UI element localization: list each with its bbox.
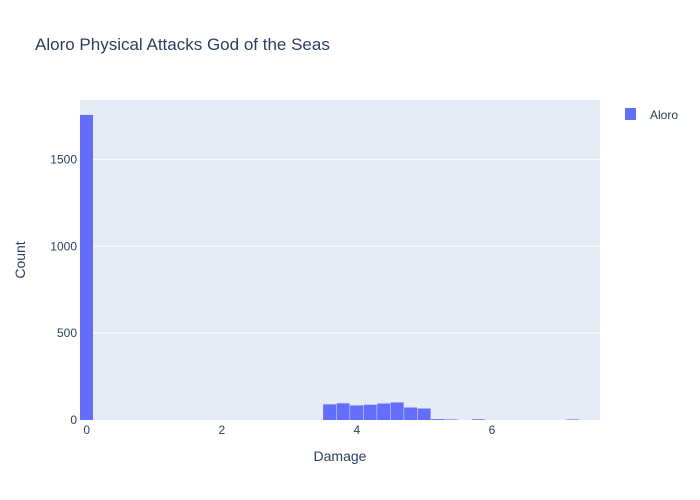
grid-lines: [80, 158, 600, 334]
chart-title: Aloro Physical Attacks God of the Seas: [35, 35, 330, 54]
histogram-bar[interactable]: [417, 408, 431, 420]
y-tick-label: 500: [57, 326, 77, 340]
y-tick-labels: 0 500 1000 1500: [50, 152, 77, 427]
histogram-bar[interactable]: [390, 402, 404, 420]
histogram-bar[interactable]: [471, 419, 485, 420]
plot-background: [80, 100, 600, 420]
legend[interactable]: Aloro: [625, 108, 678, 122]
x-tick-label: 0: [83, 423, 90, 437]
histogram-bar[interactable]: [444, 419, 458, 420]
histogram-bar[interactable]: [377, 403, 391, 420]
legend-label-aloro: Aloro: [650, 108, 678, 122]
legend-swatch-aloro: [625, 108, 636, 120]
histogram-bar[interactable]: [431, 419, 445, 420]
histogram-bar[interactable]: [350, 405, 364, 420]
histogram-bar[interactable]: [566, 419, 580, 420]
histogram-bar[interactable]: [80, 114, 94, 421]
x-tick-label: 2: [218, 423, 225, 437]
x-tick-label: 4: [354, 423, 361, 437]
y-axis-title: Count: [12, 241, 28, 278]
histogram-bar[interactable]: [363, 404, 377, 420]
y-tick-label: 0: [70, 413, 77, 427]
bars: [80, 114, 580, 421]
y-tick-label: 1000: [50, 239, 77, 253]
histogram-bar[interactable]: [404, 407, 418, 420]
y-tick-label: 1500: [50, 152, 77, 166]
x-tick-label: 6: [489, 423, 496, 437]
x-axis-title: Damage: [314, 448, 367, 464]
x-tick-labels: 0 2 4 6: [83, 423, 495, 437]
histogram-bar[interactable]: [336, 403, 350, 420]
histogram-bar[interactable]: [323, 404, 337, 420]
